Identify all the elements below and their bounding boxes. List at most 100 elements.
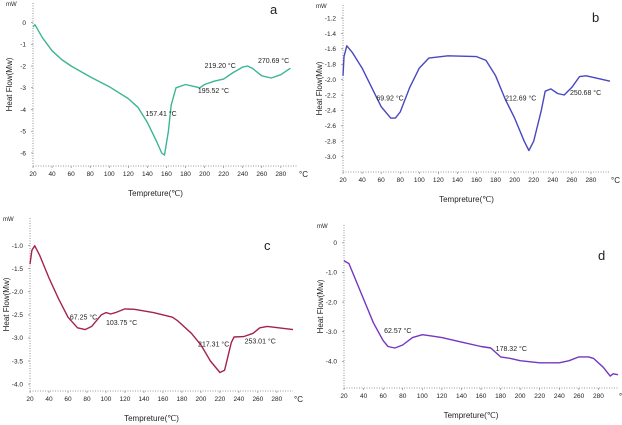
x-tick-label: 80 xyxy=(87,171,95,178)
y-axis-title: Heat Flow(Mw) xyxy=(2,277,11,331)
x-tick-label: 200 xyxy=(195,396,206,403)
y-tick-label: -2.8 xyxy=(325,139,337,146)
y-tick-label: -3.0 xyxy=(326,329,338,336)
y-tick-label: -1.6 xyxy=(325,46,337,53)
y-tick-label: -3.5 xyxy=(12,358,24,365)
peak-annotation: 212.69 °C xyxy=(505,94,536,102)
x-tick-label: 100 xyxy=(104,171,115,178)
x-tick-label: 180 xyxy=(180,171,191,178)
y-tick-label: -2.0 xyxy=(12,289,24,296)
x-tick-label: 220 xyxy=(218,171,229,178)
y-tick-label: 0 xyxy=(333,240,337,247)
x-unit-label: °C xyxy=(619,392,622,401)
y-tick-label: -6 xyxy=(20,150,26,157)
y-unit-label: mW xyxy=(317,224,328,230)
panel-letter: b xyxy=(592,10,599,25)
x-tick-label: 120 xyxy=(433,177,444,184)
y-tick-label: -2.5 xyxy=(12,312,24,319)
x-tick-label: 240 xyxy=(237,171,248,178)
x-axis-title: Tempreture(℃) xyxy=(439,195,494,204)
dsc-chart-b: -1.2 -1.4 -1.6 -1.8 -2.0 -2.2 -2.4 -2.6 -2.8 -3.0… xyxy=(315,4,620,204)
x-tick-label: 200 xyxy=(509,177,520,184)
peak-annotation: 195.52 °C xyxy=(198,87,229,95)
x-tick-label: 200 xyxy=(199,171,210,178)
x-tick-label: 140 xyxy=(452,177,463,184)
y-axis-title: Heat Flow(Mw) xyxy=(316,279,325,333)
x-tick-label: 220 xyxy=(214,396,225,403)
dsc-chart-c: -1.0 -1.5 -2.0 -2.5 -3.0 -3.5 -4.0 20 40 60 80 100 1… xyxy=(2,217,303,423)
peak-annotation: 270.69 °C xyxy=(258,57,289,65)
dsc-chart-a: 0 -1 -2 -3 -4 -5 -6 20 40 60 80 100 120 140 160 180 200 2… xyxy=(5,2,308,198)
y-tick-label: -2.0 xyxy=(325,77,337,84)
dsc-curve-a xyxy=(32,24,291,156)
peak-annotation: 103.75 °C xyxy=(106,319,137,327)
y-unit-label: mW xyxy=(316,4,327,10)
x-tick-label: 240 xyxy=(547,177,558,184)
x-tick-label: 120 xyxy=(436,393,447,400)
y-tick-label: -2.0 xyxy=(326,299,338,306)
y-tick-label: -5 xyxy=(20,129,26,136)
x-tick-label: 180 xyxy=(176,396,187,403)
x-tick-label: 100 xyxy=(414,177,425,184)
x-tick-label: 220 xyxy=(528,177,539,184)
y-tick-label: -3.0 xyxy=(325,154,337,161)
x-tick-label: 60 xyxy=(68,171,76,178)
peak-annotation: 217.31 °C xyxy=(198,340,229,348)
x-tick-label: 100 xyxy=(101,396,112,403)
peak-annotation: 67.25 °C xyxy=(70,313,97,321)
y-tick-label: -1.5 xyxy=(12,266,24,273)
x-tick-label: 280 xyxy=(593,393,604,400)
x-tick-label: 200 xyxy=(515,393,526,400)
dsc-chart-d: 0 -1.0 -2.0 -3.0 -4.0 20 40 60 80 100 120 140 160 180… xyxy=(316,224,622,420)
peak-annotation: 253.01 °C xyxy=(245,337,276,345)
y-tick-label: 0 xyxy=(22,20,26,27)
x-tick-label: 180 xyxy=(495,393,506,400)
dsc-curve-b xyxy=(342,45,611,152)
y-tick-label: -4.0 xyxy=(12,381,24,388)
x-tick-label: 280 xyxy=(275,171,286,178)
x-tick-label: 60 xyxy=(378,177,386,184)
x-tick-label: 180 xyxy=(490,177,501,184)
x-tick-label: 240 xyxy=(233,396,244,403)
x-tick-label: 140 xyxy=(456,393,467,400)
x-tick-label: 260 xyxy=(566,177,577,184)
x-tick-label: 20 xyxy=(339,177,347,184)
x-tick-label: 80 xyxy=(83,396,91,403)
panel-letter: c xyxy=(264,238,271,253)
x-tick-label: 280 xyxy=(271,396,282,403)
x-tick-label: 60 xyxy=(380,393,388,400)
y-tick-label: -2.2 xyxy=(325,92,337,99)
x-tick-label: 20 xyxy=(340,393,348,400)
x-tick-label: 40 xyxy=(358,177,366,184)
peak-annotation: 69.92 °C xyxy=(376,94,403,102)
x-unit-label: °C xyxy=(611,176,620,185)
x-tick-label: 280 xyxy=(585,177,596,184)
x-tick-label: 100 xyxy=(417,393,428,400)
x-tick-label: 160 xyxy=(476,393,487,400)
x-unit-label: °C xyxy=(299,170,308,179)
x-tick-label: 20 xyxy=(29,171,37,178)
x-tick-label: 120 xyxy=(123,171,134,178)
panel-letter: a xyxy=(270,2,278,17)
peak-annotation: 250.68 °C xyxy=(570,89,601,97)
dsc-curve-d xyxy=(343,260,619,377)
y-axis-title: Heat Flow(Mw) xyxy=(5,57,14,111)
x-tick-label: 40 xyxy=(48,171,56,178)
x-tick-label: 260 xyxy=(256,171,267,178)
x-tick-label: 260 xyxy=(252,396,263,403)
x-tick-label: 140 xyxy=(142,171,153,178)
x-tick-label: 40 xyxy=(360,393,368,400)
x-axis-title: Tempreture(℃) xyxy=(444,411,499,420)
x-tick-label: 160 xyxy=(157,396,168,403)
panel-letter: d xyxy=(598,248,605,263)
x-tick-label: 20 xyxy=(26,396,34,403)
y-tick-label: -4 xyxy=(20,107,26,114)
y-tick-label: -1.8 xyxy=(325,62,337,69)
x-tick-label: 80 xyxy=(399,393,407,400)
x-tick-label: 120 xyxy=(120,396,131,403)
y-tick-label: -2.4 xyxy=(325,108,337,115)
x-tick-label: 160 xyxy=(471,177,482,184)
x-tick-label: 80 xyxy=(397,177,405,184)
y-axis-title: Heat Flow(Mw) xyxy=(315,61,324,115)
x-tick-label: 260 xyxy=(573,393,584,400)
